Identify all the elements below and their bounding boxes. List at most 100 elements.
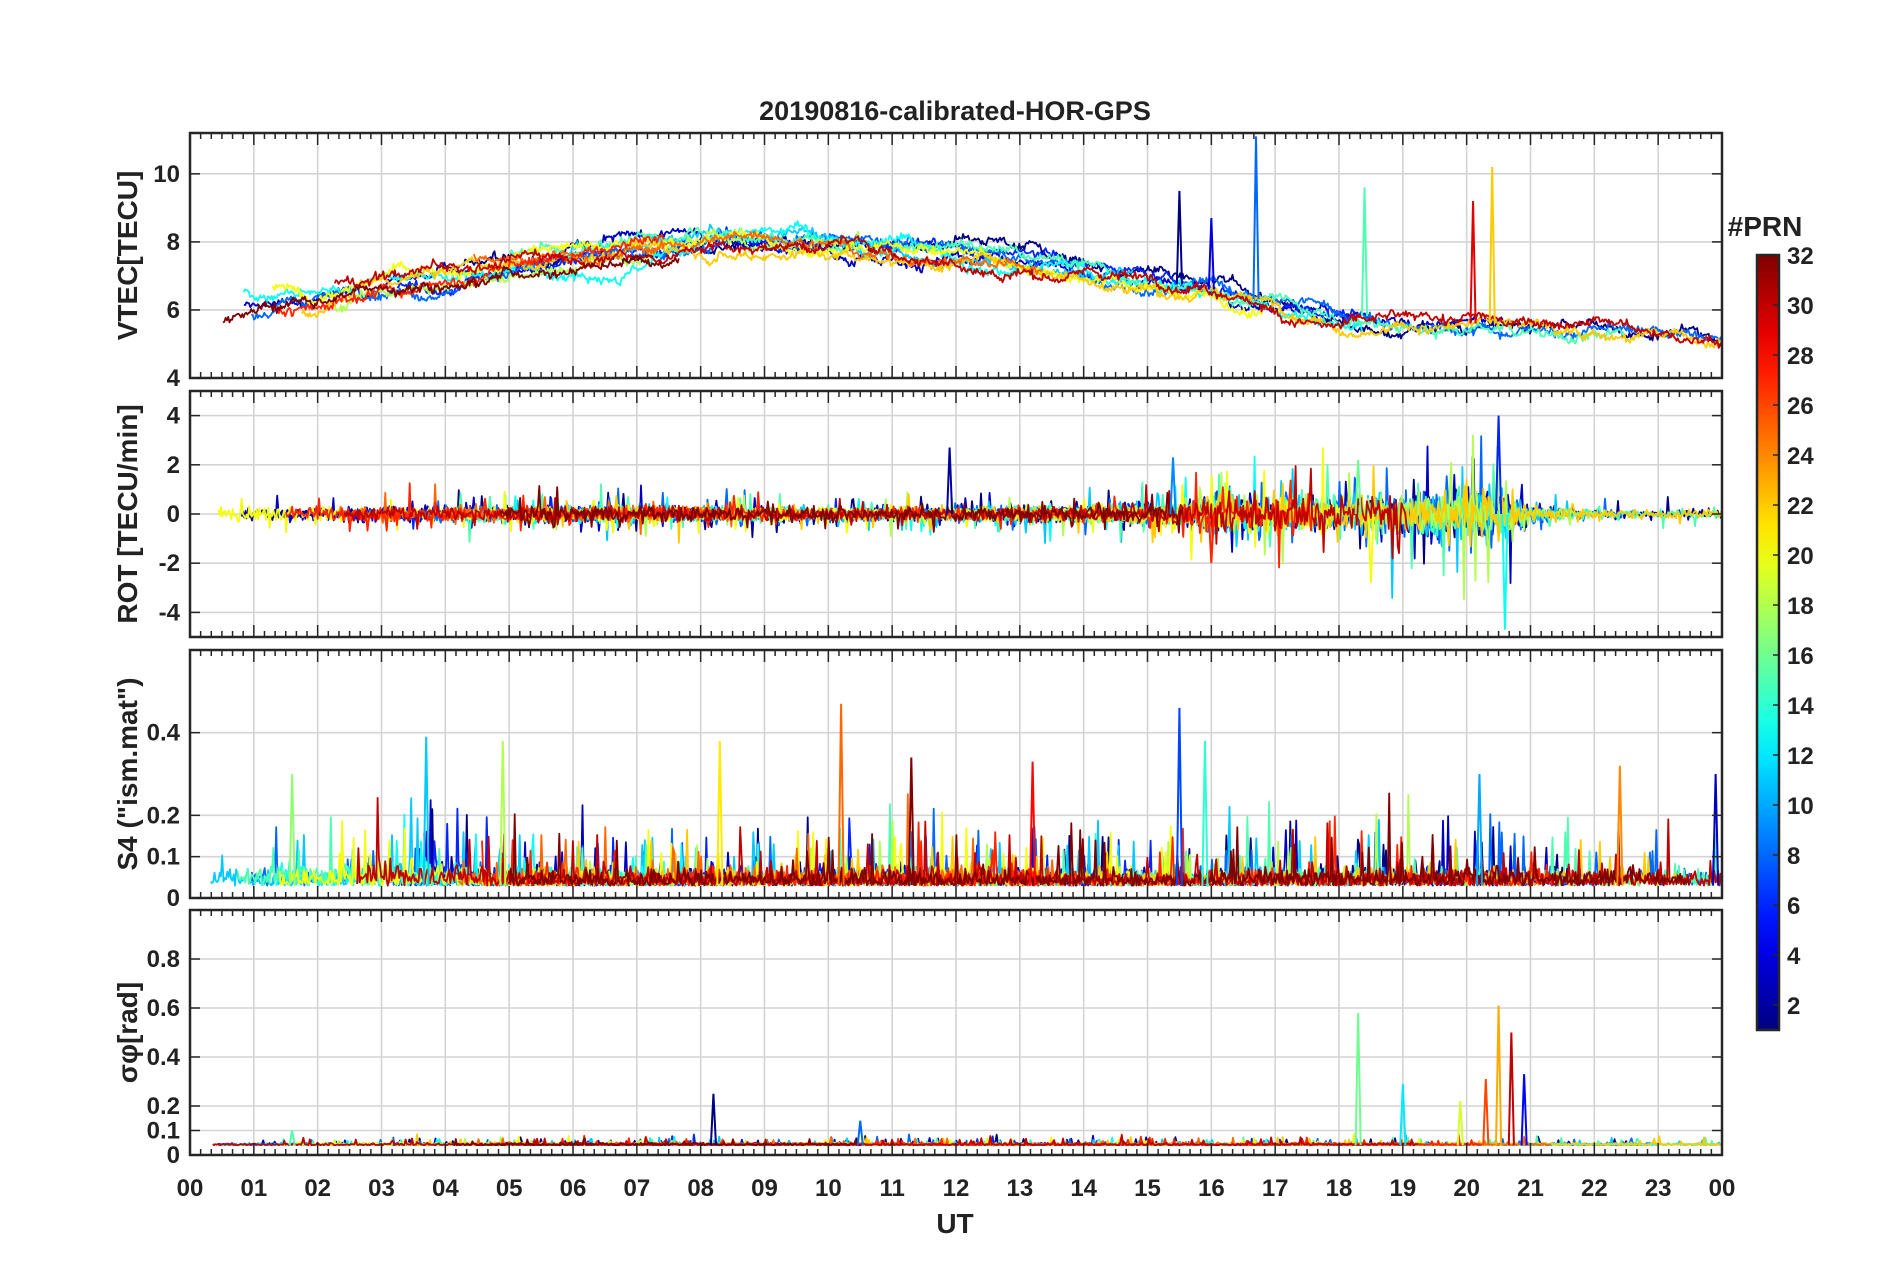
x-tick-label: 06 [560,1175,587,1202]
series-prn-32 [499,485,1184,534]
peak-mark [709,1093,717,1146]
colorbar-tick-label: 12 [1787,743,1814,770]
x-tick-label: 18 [1326,1175,1353,1202]
colorbar-title: #PRN [1728,211,1803,242]
peak-mark [288,773,296,886]
series-prn-13 [242,220,1363,332]
y-tick-label: 4 [167,365,181,392]
y-tick-label: 0.4 [147,720,181,747]
x-tick-label: 10 [815,1175,842,1202]
y-tick-label: -2 [159,550,180,577]
y-tick-label: 0 [167,885,180,912]
y-tick-label: 6 [167,297,180,324]
x-tick-label: 22 [1581,1175,1608,1202]
y-tick-label: 2 [167,452,180,479]
y-axis-label-sigma_phi: σφ[rad] [112,982,143,1083]
series-group [212,1005,1722,1147]
peak-mark [1201,740,1209,886]
x-tick-label: 09 [751,1175,778,1202]
y-tick-label: 10 [153,161,180,188]
series-group [210,703,1722,887]
peak-mark [1507,1032,1515,1146]
colorbar-tick-label: 14 [1787,693,1814,720]
x-tick-label: 02 [304,1175,331,1202]
colorbar-tick-label: 22 [1787,493,1814,520]
x-tick-label: 12 [943,1175,970,1202]
peak-mark [1495,415,1503,515]
y-tick-label: 0.1 [147,844,180,871]
peak-mark [1207,218,1215,290]
y-tick-label: -4 [159,599,181,626]
peak-mark [1501,513,1509,630]
peak-mark [856,1120,864,1146]
peak-mark [1252,136,1260,300]
peak-mark [1488,167,1496,324]
colorbar-tick-label: 10 [1787,793,1814,820]
series-prn-22 [301,239,1722,349]
colorbar-tick-label: 4 [1787,943,1801,970]
peak-mark [1175,707,1183,886]
x-tick-label: 16 [1198,1175,1225,1202]
y-tick-label: 0.6 [147,995,180,1022]
peak-mark [1456,1101,1464,1146]
peak-mark [1360,187,1369,317]
colorbar-tick-label: 20 [1787,543,1814,570]
panel-s4: 0 0.1 0.2 0.4S4 ("ism.mat") [112,648,1724,912]
x-tick-label: 14 [1070,1175,1097,1202]
x-tick-label: 13 [1006,1175,1033,1202]
x-tick-label: 05 [496,1175,523,1202]
colorbar-tick-label: 2 [1787,993,1800,1020]
x-tick-label: 07 [623,1175,650,1202]
colorbar-tick-label: 6 [1787,893,1800,920]
peak-mark [1207,513,1215,564]
colorbar-tick-label: 32 [1787,243,1814,270]
panel-sigma_phi: 00.10.2 0.4 0.6 0.8σφ[rad] [112,908,1724,1169]
series-group [217,415,1722,630]
y-tick-label: 4 [167,403,181,430]
peak-mark [1712,773,1720,886]
colorbar-tick-label: 30 [1787,293,1814,320]
series-prn-25 [473,230,1043,275]
panel-rot: -4 -2 0 2 4 ROT [TECU/min] [112,389,1724,639]
x-tick-label: 23 [1645,1175,1672,1202]
x-tick-label: 21 [1517,1175,1544,1202]
x-tick-label: 04 [432,1175,459,1202]
peak-mark [1399,1083,1407,1146]
x-tick-label: 08 [687,1175,714,1202]
peak-mark [837,703,845,886]
x-axis-ticks: 00 01 02 03 04 05 06 07 08 09 10 11 12 13 14 15 16 17 18 19… [177,1175,1736,1202]
peak-mark [422,736,430,886]
series-prn-20 [271,228,1282,319]
y-tick-label: 0.8 [147,946,180,973]
colorbar-tick-label: 24 [1787,443,1814,470]
peak-mark [1495,1005,1503,1146]
x-tick-label: 00 [177,1175,204,1202]
colorbar-gradient [1755,253,1781,1032]
peak-mark [1367,513,1375,583]
series-prn-32 [222,254,680,324]
y-axis-label-vtec: VTEC[TECU] [112,171,143,341]
x-tick-label: 03 [368,1175,395,1202]
colorbar-tick-label: 8 [1787,843,1800,870]
peak-mark [1169,457,1177,515]
series-prn-32 [507,792,1691,887]
colorbar-tick-label: 16 [1787,643,1814,670]
chart-title: 20190816-calibrated-HOR-GPS [759,96,1151,126]
series-group [222,136,1722,349]
y-tick-label: 0.1 [147,1118,180,1145]
colorbar-tick-label: 28 [1787,343,1814,370]
x-tick-label: 17 [1262,1175,1289,1202]
x-tick-label: 00 [1709,1175,1736,1202]
y-tick-label: 0.2 [147,1093,180,1120]
peak-mark [1354,1012,1362,1146]
peak-mark [907,757,915,886]
peak-mark [1475,773,1483,886]
x-tick-label: 20 [1453,1175,1480,1202]
colorbar-tick-label: 26 [1787,393,1814,420]
x-tick-label: 11 [879,1175,904,1202]
y-tick-label: 0 [167,501,180,528]
x-tick-label: 19 [1389,1175,1416,1202]
